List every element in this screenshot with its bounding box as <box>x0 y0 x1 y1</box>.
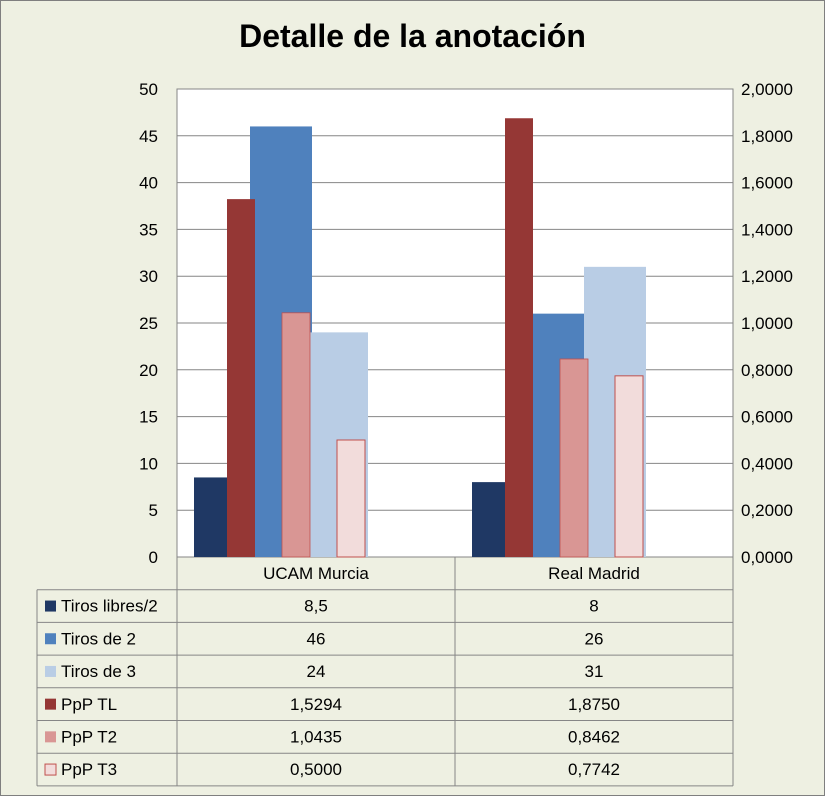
bar-ppp-tl-0 <box>227 199 255 557</box>
table-value: 8 <box>589 597 598 616</box>
table-value: 1,8750 <box>568 695 620 714</box>
right-tick-label: 1,2000 <box>741 267 793 286</box>
legend-label: Tiros libres/2 <box>61 597 158 616</box>
left-tick-label: 25 <box>139 314 158 333</box>
legend-key <box>45 698 56 710</box>
left-tick-label: 10 <box>139 454 158 473</box>
chart-title: Detalle de la anotación <box>239 18 586 54</box>
table-value: 0,8462 <box>568 728 620 747</box>
left-tick-label: 15 <box>139 408 158 427</box>
left-tick-label: 0 <box>149 548 158 567</box>
right-tick-label: 1,6000 <box>741 174 793 193</box>
left-tick-label: 30 <box>139 267 158 286</box>
table-value: 8,5 <box>304 597 328 616</box>
legend-key <box>45 665 56 677</box>
bar-ppp-tl-1 <box>505 118 533 557</box>
left-tick-label: 35 <box>139 220 158 239</box>
table-value: 1,5294 <box>290 695 342 714</box>
bar-ppp-t3-1 <box>614 375 644 558</box>
right-tick-label: 2,0000 <box>741 80 793 99</box>
right-tick-label: 1,0000 <box>741 314 793 333</box>
left-tick-label: 40 <box>139 174 158 193</box>
legend-label: PpP TL <box>61 695 117 714</box>
table-header-category: Real Madrid <box>548 564 640 583</box>
table-value: 0,5000 <box>290 760 342 779</box>
left-tick-label: 20 <box>139 361 158 380</box>
bar-ppp-t2-0 <box>281 312 311 558</box>
table-value: 24 <box>307 662 326 681</box>
legend-label: PpP T2 <box>61 728 117 747</box>
right-tick-label: 0,8000 <box>741 361 793 380</box>
right-tick-label: 0,0000 <box>741 548 793 567</box>
right-tick-label: 1,4000 <box>741 220 793 239</box>
table-header-category: UCAM Murcia <box>263 564 369 583</box>
legend-label: Tiros de 2 <box>61 629 136 648</box>
table-value: 0,7742 <box>568 760 620 779</box>
right-tick-label: 0,4000 <box>741 454 793 473</box>
left-tick-label: 5 <box>149 501 158 520</box>
legend-label: PpP T3 <box>61 760 117 779</box>
right-tick-label: 1,8000 <box>741 127 793 146</box>
left-tick-label: 45 <box>139 127 158 146</box>
legend-key <box>45 600 56 612</box>
legend-label: Tiros de 3 <box>61 662 136 681</box>
legend-key <box>45 633 56 645</box>
left-tick-label: 50 <box>139 80 158 99</box>
table-value: 1,0435 <box>290 728 342 747</box>
bar-ppp-t2-1 <box>559 358 589 558</box>
right-tick-label: 0,6000 <box>741 408 793 427</box>
table-value: 26 <box>585 629 604 648</box>
legend-key <box>44 763 57 776</box>
legend-key <box>45 731 56 743</box>
bar-ppp-t3-0 <box>336 439 366 558</box>
table-value: 31 <box>585 662 604 681</box>
table-value: 46 <box>307 629 326 648</box>
right-tick-label: 0,2000 <box>741 501 793 520</box>
